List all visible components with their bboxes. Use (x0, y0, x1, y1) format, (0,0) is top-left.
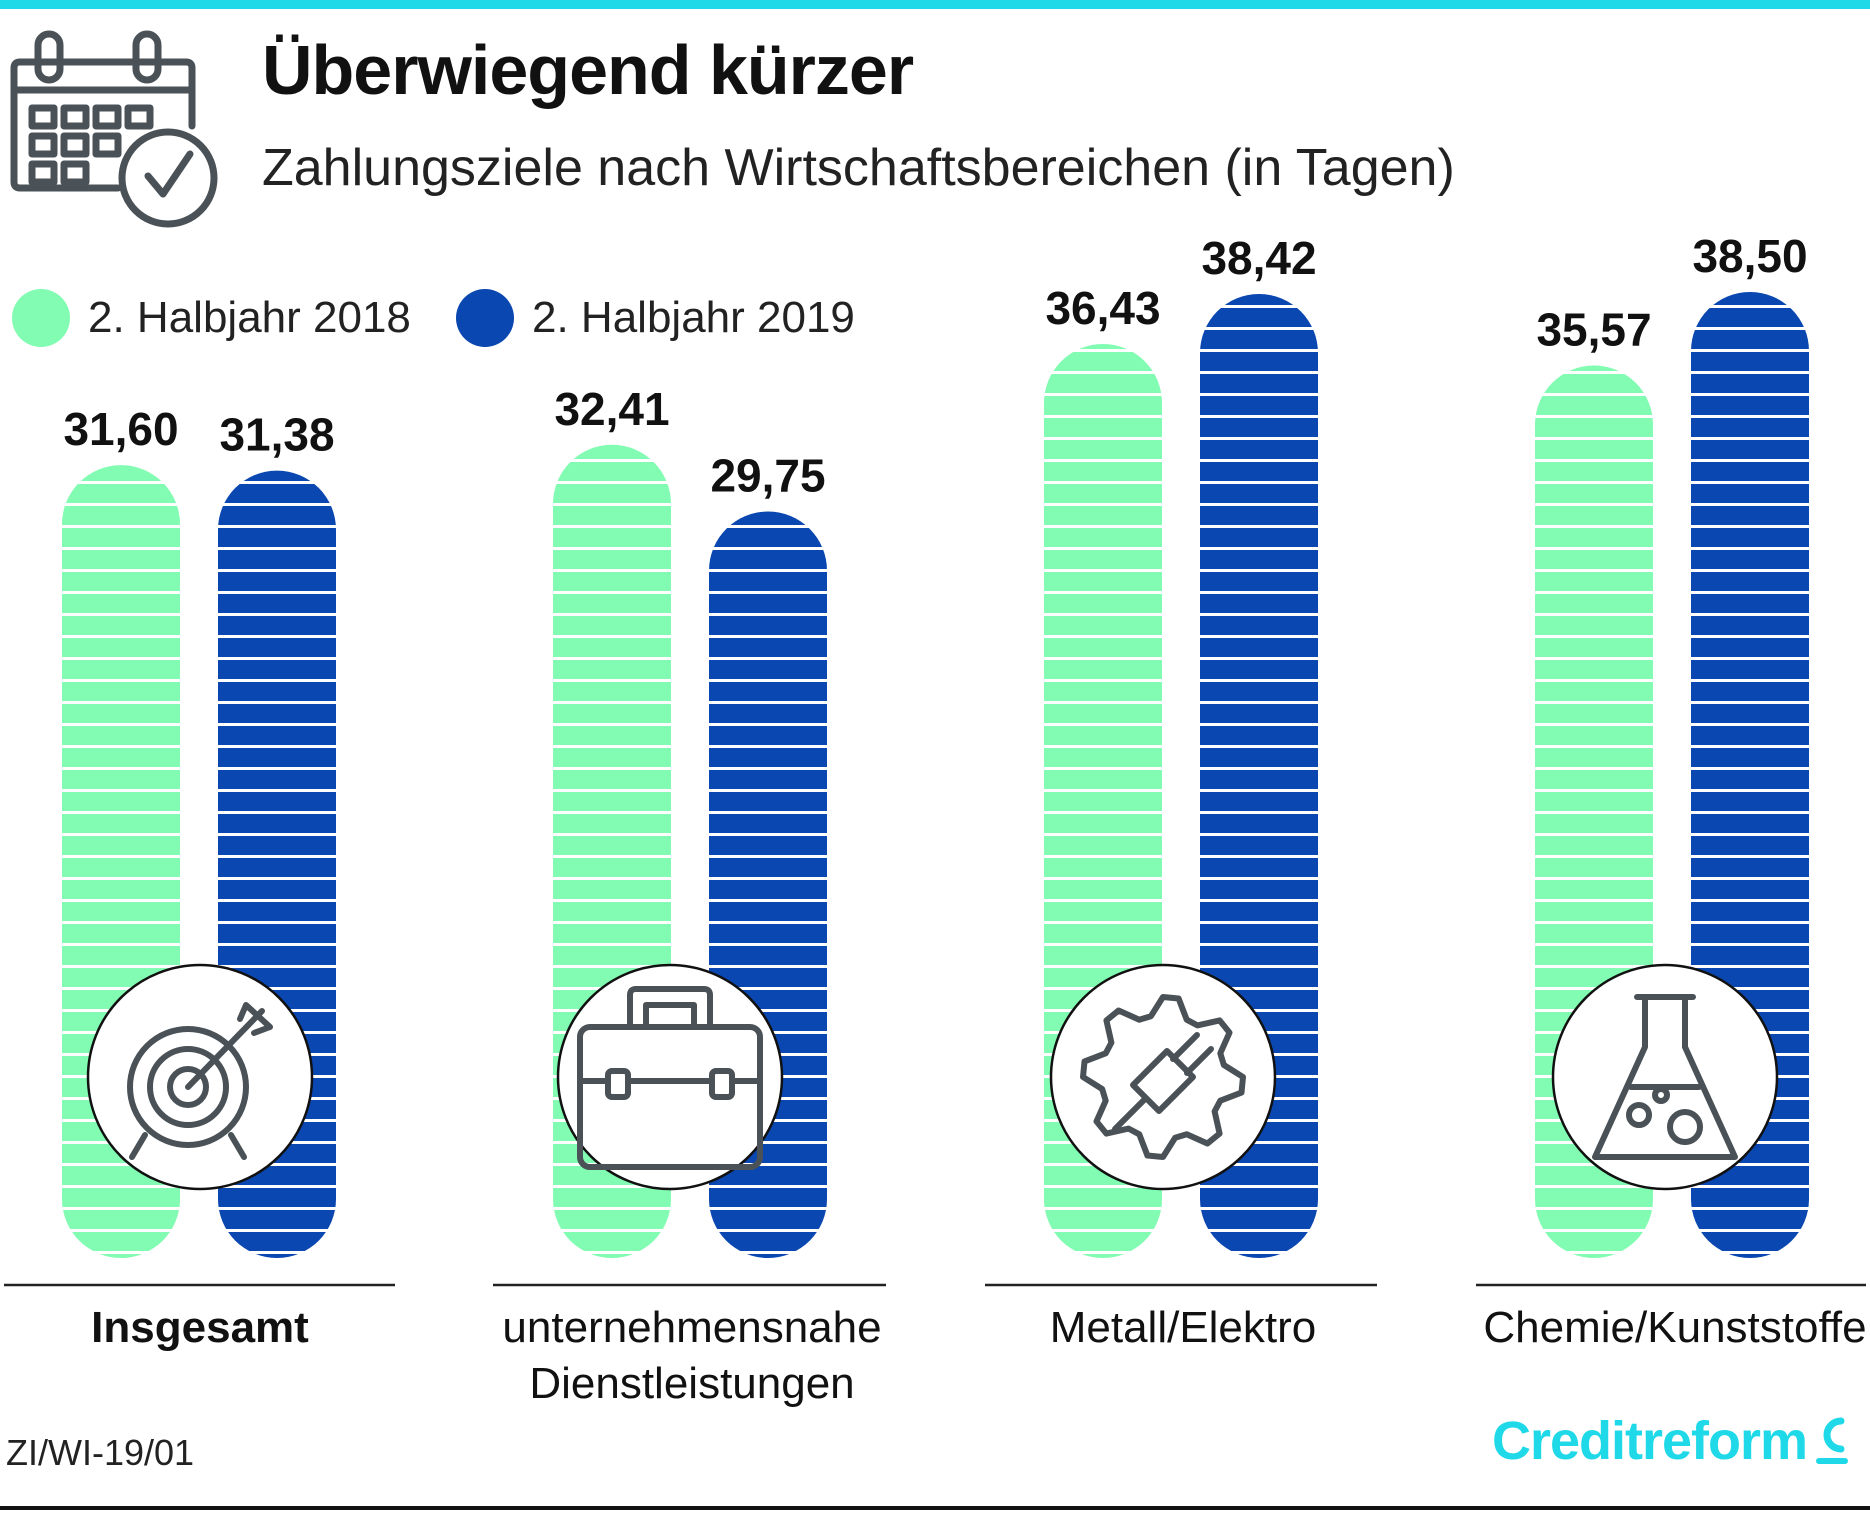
data-label-2018-0: 31,60 (63, 403, 178, 455)
data-label-2019-1: 29,75 (710, 450, 825, 502)
brand-logo: Creditreform (1492, 1410, 1851, 1472)
data-label-2018-3: 35,57 (1536, 304, 1651, 356)
legend-item-2018: 2. Halbjahr 2018 (12, 288, 411, 348)
data-label-2018-1: 32,41 (554, 383, 669, 435)
briefcase-icon (556, 963, 784, 1191)
category-label-1: unternehmensnahe Dienstleistungen (482, 1300, 902, 1412)
category-label-line: Chemie/Kunststoffe (1483, 1303, 1867, 1352)
legend-label-2019: 2. Halbjahr 2019 (532, 293, 855, 342)
category-label-line: Dienstleistungen (529, 1359, 855, 1408)
category-label-2: Metall/Elektro (973, 1300, 1393, 1356)
category-label-0: Insgesamt (0, 1300, 410, 1356)
target-icon (86, 963, 314, 1191)
legend-item-2019: 2. Halbjahr 2019 (456, 288, 855, 348)
brand-name: Creditreform (1492, 1411, 1808, 1471)
legend-label-2018: 2. Halbjahr 2018 (88, 293, 411, 342)
data-label-2018-2: 36,43 (1045, 282, 1160, 334)
chart-subtitle: Zahlungsziele nach Wirtschaftsbereichen … (262, 139, 1455, 197)
top-accent-line (0, 0, 1870, 9)
calendar-check-icon (10, 30, 218, 228)
icon-circle-1 (556, 963, 784, 1191)
chart-title: Überwiegend kürzer (262, 31, 914, 109)
brand-c-icon (1816, 1417, 1849, 1464)
category-label-3: Chemie/Kunststoffe (1465, 1300, 1870, 1356)
source-code: ZI/WI-19/01 (6, 1432, 195, 1473)
legend-swatch-2019 (456, 289, 514, 347)
data-label-2019-2: 38,42 (1201, 232, 1316, 284)
flask-icon (1551, 963, 1779, 1191)
category-label-line: Metall/Elektro (1049, 1303, 1317, 1352)
data-label-2019-3: 38,50 (1692, 230, 1807, 282)
category-label-line: unternehmensnahe (502, 1303, 882, 1352)
category-label-line: Insgesamt (91, 1303, 309, 1352)
legend-swatch-2018 (12, 289, 70, 347)
bottom-rule (0, 1506, 1870, 1510)
data-label-2019-0: 31,38 (219, 409, 334, 461)
gear-plug-icon (1049, 963, 1277, 1191)
